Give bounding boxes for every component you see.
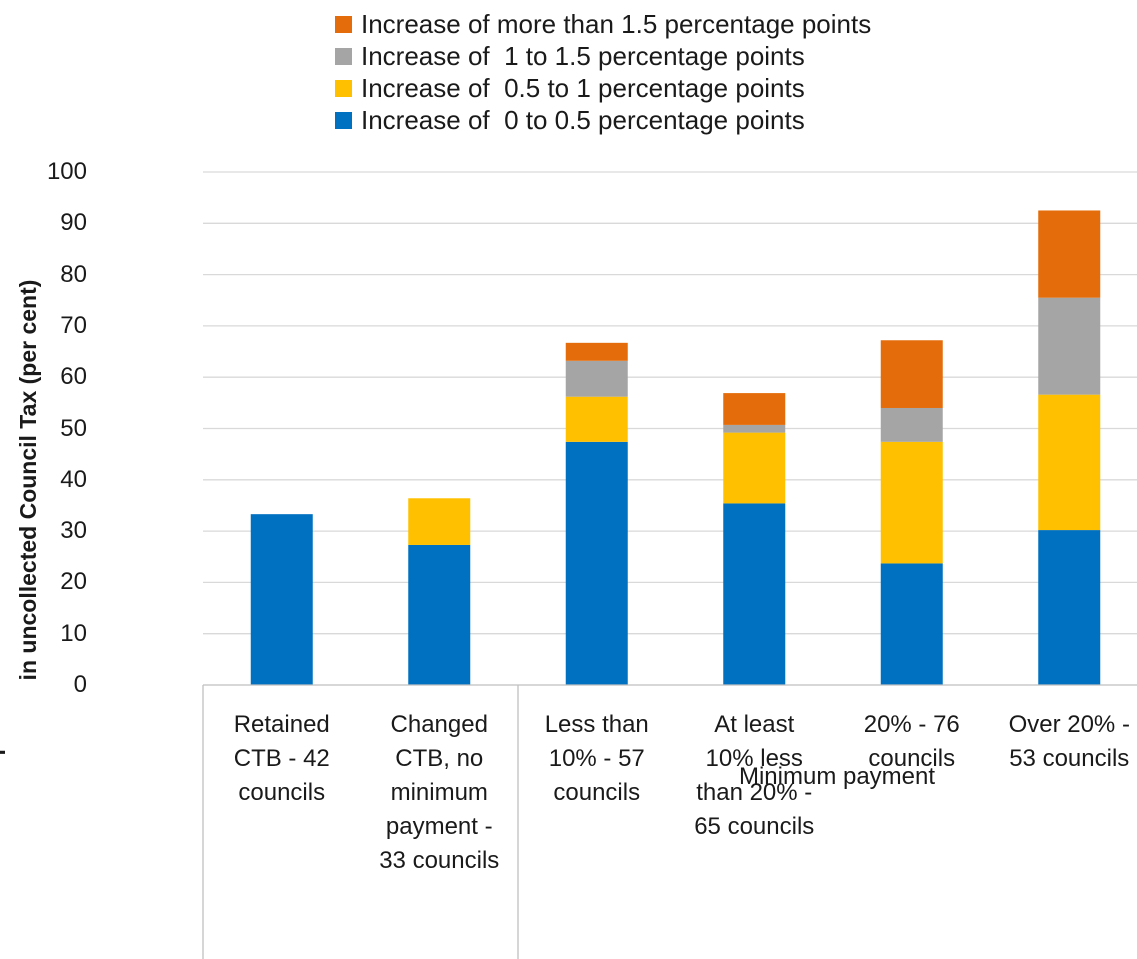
legend-label: Increase of 0.5 to 1 percentage points [361,72,805,103]
y-tick-label: 10 [60,619,87,647]
legend-item: Increase of 0.5 to 1 percentage points [335,72,871,104]
y-tick-label: 90 [60,209,87,237]
x-category-label: Less than 10% - 57 councils [544,711,649,806]
x-category-label: At least 10% less than 20% - 65 councils [694,711,815,840]
legend-swatch [335,79,352,97]
y-tick-label: 30 [60,517,87,545]
bar-segment-4-2 [880,407,943,442]
y-tick-label: 0 [73,671,87,698]
bar-segment-2-0 [565,441,628,685]
x-category-label: 20% - 76 councils [863,711,960,772]
legend-label: Increase of 1 to 1.5 percentage points [361,40,805,71]
bar-segment-1-1 [408,498,471,545]
legend-swatch [335,47,352,65]
legend-swatch [335,15,352,33]
legend-item: Increase of 0 to 0.5 percentage points [335,104,871,136]
legend-label: Increase of more than 1.5 percentage poi… [361,8,872,39]
legend-item: Increase of more than 1.5 percentage poi… [335,8,871,40]
x-category-label: Changed CTB, no minimum payment - 33 cou… [379,711,500,874]
x-category-label: Over 20% - 53 councils [1008,711,1130,772]
bar-segment-4-3 [880,340,943,408]
bar-segment-2-2 [565,360,628,397]
y-tick-label: 40 [60,465,87,493]
bar-segment-3-3 [723,393,786,425]
legend-item: Increase of 1 to 1.5 percentage points [335,40,871,72]
y-axis-title-line-1: Proportion of local authorities that hav… [0,166,5,794]
y-tick-label: 20 [60,568,87,596]
y-tick-label: 70 [60,311,87,339]
bar-segment-3-2 [723,424,786,433]
bar-segment-3-1 [723,432,786,504]
legend-label: Increase of 0 to 0.5 percentage points [361,104,805,135]
bar-segment-5-0 [1038,530,1101,685]
y-tick-label: 60 [60,363,87,391]
bar-segment-3-0 [723,503,786,685]
bar-segment-0-0 [250,514,313,685]
bar-segment-2-1 [565,396,628,442]
legend: Increase of more than 1.5 percentage poi… [335,8,871,136]
bar-segment-4-0 [880,563,943,685]
category-group-label: Minimum payment [738,763,936,790]
x-category-label: Retained CTB - 42 councils [233,711,330,806]
y-tick-label: 80 [60,260,87,288]
bar-segment-2-3 [565,342,628,361]
bar-segment-5-3 [1038,210,1101,298]
y-tick-label: 100 [46,158,87,185]
legend-swatch [335,111,352,129]
y-tick-label: 50 [60,414,87,442]
bar-segment-4-1 [880,441,943,564]
bar-segment-5-1 [1038,394,1101,531]
bar-segment-5-2 [1038,297,1101,395]
bar-segment-1-0 [408,544,471,685]
